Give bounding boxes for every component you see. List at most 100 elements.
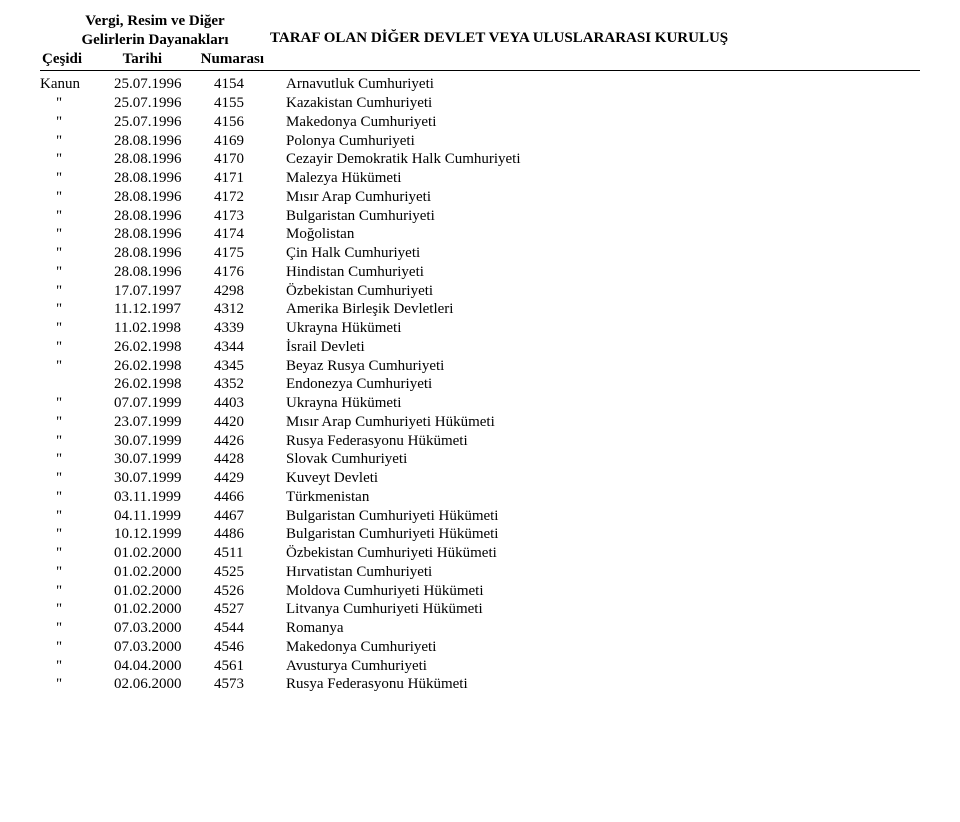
cell-taraf: Amerika Birleşik Devletleri bbox=[286, 300, 521, 319]
cell-cesidi: " bbox=[40, 94, 114, 113]
cell-taraf: Özbekistan Cumhuriyeti bbox=[286, 282, 521, 301]
cell-taraf: Romanya bbox=[286, 619, 521, 638]
table-row: "04.11.19994467Bulgaristan Cumhuriyeti H… bbox=[40, 507, 521, 526]
cell-cesidi: " bbox=[40, 300, 114, 319]
cell-cesidi: " bbox=[40, 675, 114, 694]
cell-numarasi: 4527 bbox=[214, 600, 286, 619]
cell-numarasi: 4544 bbox=[214, 619, 286, 638]
cell-tarihi: 26.02.1998 bbox=[114, 338, 214, 357]
cell-numarasi: 4176 bbox=[214, 263, 286, 282]
left-header-block: Vergi, Resim ve Diğer Gelirlerin Dayanak… bbox=[40, 12, 270, 68]
cell-tarihi: 30.07.1999 bbox=[114, 450, 214, 469]
cell-taraf: Ukrayna Hükümeti bbox=[286, 394, 521, 413]
cell-numarasi: 4174 bbox=[214, 225, 286, 244]
cell-numarasi: 4466 bbox=[214, 488, 286, 507]
column-headers: Çeşidi Tarihi Numarası bbox=[40, 50, 270, 69]
cell-numarasi: 4467 bbox=[214, 507, 286, 526]
table-row: "01.02.20004511Özbekistan Cumhuriyeti Hü… bbox=[40, 544, 521, 563]
cell-numarasi: 4426 bbox=[214, 432, 286, 451]
col-header-tarihi: Tarihi bbox=[98, 50, 187, 69]
table-row: "17.07.19974298Özbekistan Cumhuriyeti bbox=[40, 282, 521, 301]
table-row: "28.08.19964170Cezayir Demokratik Halk C… bbox=[40, 150, 521, 169]
cell-cesidi: " bbox=[40, 413, 114, 432]
data-table: Kanun25.07.19964154Arnavutluk Cumhuriyet… bbox=[40, 75, 521, 694]
cell-taraf: Rusya Federasyonu Hükümeti bbox=[286, 675, 521, 694]
cell-tarihi: 25.07.1996 bbox=[114, 113, 214, 132]
table-row: "28.08.19964174Moğolistan bbox=[40, 225, 521, 244]
cell-numarasi: 4339 bbox=[214, 319, 286, 338]
cell-numarasi: 4312 bbox=[214, 300, 286, 319]
cell-taraf: Beyaz Rusya Cumhuriyeti bbox=[286, 357, 521, 376]
cell-cesidi: " bbox=[40, 525, 114, 544]
cell-taraf: Rusya Federasyonu Hükümeti bbox=[286, 432, 521, 451]
cell-tarihi: 25.07.1996 bbox=[114, 75, 214, 94]
cell-cesidi: " bbox=[40, 582, 114, 601]
table-row: 26.02.19984352Endonezya Cumhuriyeti bbox=[40, 375, 521, 394]
cell-taraf: Arnavutluk Cumhuriyeti bbox=[286, 75, 521, 94]
cell-numarasi: 4175 bbox=[214, 244, 286, 263]
cell-taraf: Özbekistan Cumhuriyeti Hükümeti bbox=[286, 544, 521, 563]
cell-taraf: Cezayir Demokratik Halk Cumhuriyeti bbox=[286, 150, 521, 169]
cell-cesidi: " bbox=[40, 488, 114, 507]
cell-tarihi: 30.07.1999 bbox=[114, 469, 214, 488]
cell-cesidi: " bbox=[40, 600, 114, 619]
cell-cesidi: " bbox=[40, 507, 114, 526]
cell-cesidi bbox=[40, 375, 114, 394]
cell-taraf: Polonya Cumhuriyeti bbox=[286, 132, 521, 151]
cell-numarasi: 4526 bbox=[214, 582, 286, 601]
cell-cesidi: " bbox=[40, 469, 114, 488]
cell-cesidi: " bbox=[40, 450, 114, 469]
table-row: Kanun25.07.19964154Arnavutluk Cumhuriyet… bbox=[40, 75, 521, 94]
cell-taraf: Kuveyt Devleti bbox=[286, 469, 521, 488]
table-row: "28.08.19964169Polonya Cumhuriyeti bbox=[40, 132, 521, 151]
cell-tarihi: 28.08.1996 bbox=[114, 244, 214, 263]
cell-tarihi: 28.08.1996 bbox=[114, 169, 214, 188]
cell-taraf: Slovak Cumhuriyeti bbox=[286, 450, 521, 469]
cell-tarihi: 28.08.1996 bbox=[114, 132, 214, 151]
table-row: "28.08.19964173Bulgaristan Cumhuriyeti bbox=[40, 207, 521, 226]
cell-tarihi: 07.03.2000 bbox=[114, 638, 214, 657]
cell-taraf: Moldova Cumhuriyeti Hükümeti bbox=[286, 582, 521, 601]
cell-cesidi: " bbox=[40, 263, 114, 282]
cell-numarasi: 4428 bbox=[214, 450, 286, 469]
left-header-line2: Gelirlerin Dayanakları bbox=[40, 31, 270, 50]
cell-taraf: Makedonya Cumhuriyeti bbox=[286, 113, 521, 132]
cell-numarasi: 4172 bbox=[214, 188, 286, 207]
cell-tarihi: 01.02.2000 bbox=[114, 582, 214, 601]
cell-numarasi: 4169 bbox=[214, 132, 286, 151]
cell-numarasi: 4298 bbox=[214, 282, 286, 301]
right-header-block: TARAF OLAN DİĞER DEVLET VEYA ULUSLARARAS… bbox=[270, 12, 920, 47]
cell-taraf: Hırvatistan Cumhuriyeti bbox=[286, 563, 521, 582]
cell-tarihi: 28.08.1996 bbox=[114, 188, 214, 207]
table-row: "07.03.20004546Makedonya Cumhuriyeti bbox=[40, 638, 521, 657]
cell-tarihi: 10.12.1999 bbox=[114, 525, 214, 544]
table-row: "26.02.19984345Beyaz Rusya Cumhuriyeti bbox=[40, 357, 521, 376]
cell-tarihi: 01.02.2000 bbox=[114, 600, 214, 619]
cell-cesidi: " bbox=[40, 657, 114, 676]
table-row: "28.08.19964171Malezya Hükümeti bbox=[40, 169, 521, 188]
cell-tarihi: 26.02.1998 bbox=[114, 375, 214, 394]
cell-tarihi: 11.12.1997 bbox=[114, 300, 214, 319]
cell-tarihi: 01.02.2000 bbox=[114, 563, 214, 582]
table-row: "01.02.20004527Litvanya Cumhuriyeti Hükü… bbox=[40, 600, 521, 619]
table-row: "11.02.19984339Ukrayna Hükümeti bbox=[40, 319, 521, 338]
table-row: "30.07.19994429Kuveyt Devleti bbox=[40, 469, 521, 488]
cell-numarasi: 4155 bbox=[214, 94, 286, 113]
cell-taraf: Litvanya Cumhuriyeti Hükümeti bbox=[286, 600, 521, 619]
cell-taraf: Moğolistan bbox=[286, 225, 521, 244]
cell-cesidi: " bbox=[40, 638, 114, 657]
cell-cesidi: " bbox=[40, 357, 114, 376]
table-row: "01.02.20004526Moldova Cumhuriyeti Hüküm… bbox=[40, 582, 521, 601]
cell-numarasi: 4403 bbox=[214, 394, 286, 413]
cell-tarihi: 28.08.1996 bbox=[114, 207, 214, 226]
document-page: Vergi, Resim ve Diğer Gelirlerin Dayanak… bbox=[0, 0, 960, 734]
table-row: "01.02.20004525Hırvatistan Cumhuriyeti bbox=[40, 563, 521, 582]
cell-taraf: Makedonya Cumhuriyeti bbox=[286, 638, 521, 657]
table-row: "07.07.19994403Ukrayna Hükümeti bbox=[40, 394, 521, 413]
table-row: "30.07.19994428Slovak Cumhuriyeti bbox=[40, 450, 521, 469]
cell-tarihi: 26.02.1998 bbox=[114, 357, 214, 376]
table-row: "28.08.19964176Hindistan Cumhuriyeti bbox=[40, 263, 521, 282]
cell-numarasi: 4170 bbox=[214, 150, 286, 169]
cell-cesidi: " bbox=[40, 282, 114, 301]
cell-tarihi: 28.08.1996 bbox=[114, 150, 214, 169]
